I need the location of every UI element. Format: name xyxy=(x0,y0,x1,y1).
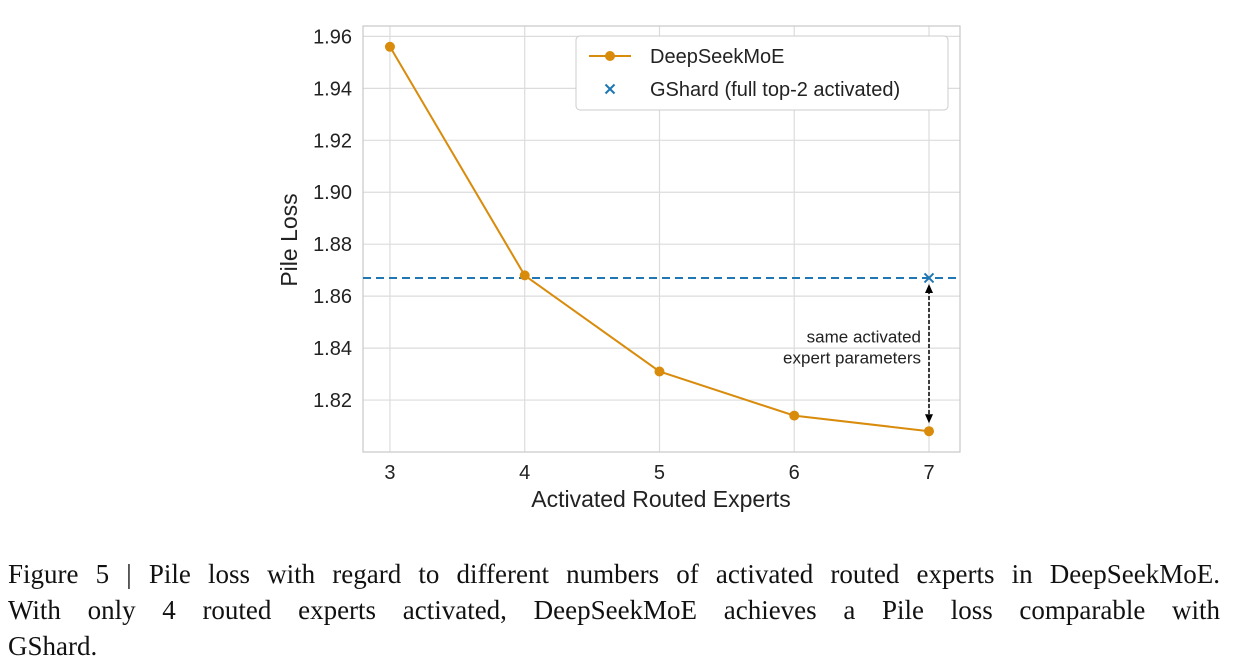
y-tick-1.90: 1.90 xyxy=(313,182,352,204)
legend-x-stroke-2 xyxy=(604,83,616,95)
annotation-line-1: same activated xyxy=(807,328,921,347)
y-tick-1.94: 1.94 xyxy=(313,78,352,100)
y-tick-1.84: 1.84 xyxy=(313,338,352,360)
x-axis-label: Activated Routed Experts xyxy=(531,486,791,512)
y-tick-1.96: 1.96 xyxy=(313,26,352,48)
gshard-point-x-marker xyxy=(923,272,935,284)
annotation-arrow xyxy=(925,283,934,424)
annotation-arrow-head-top xyxy=(925,283,934,293)
y-axis-label: Pile Loss xyxy=(276,193,302,286)
data-point-x5 xyxy=(654,366,665,377)
pile-loss-chart: 1.82 1.84 1.86 1.88 1.90 1.92 1.94 1.96 3 4 5 6 7 s… xyxy=(276,25,961,512)
x-tick-4: 4 xyxy=(519,462,530,484)
gshard-x-stroke-2 xyxy=(923,272,935,284)
legend-box xyxy=(575,35,949,111)
y-tick-1.88: 1.88 xyxy=(313,234,352,256)
caption-line-2: With only 4 routed experts activated, De… xyxy=(8,595,1220,625)
y-tick-1.82: 1.82 xyxy=(313,390,352,412)
caption-line-3: GShard. xyxy=(8,631,98,661)
annotation-line-2: expert parameters xyxy=(783,349,921,368)
x-tick-3: 3 xyxy=(384,462,395,484)
legend-gshard-x-marker xyxy=(604,83,616,95)
y-tick-1.86: 1.86 xyxy=(313,286,352,308)
legend: DeepSeekMoE GShard (full top-2 activated… xyxy=(575,35,949,111)
x-tick-labels: 3 4 5 6 7 xyxy=(384,462,934,484)
annotation-arrow-head-bottom xyxy=(925,414,934,424)
data-point-x4 xyxy=(519,270,530,281)
legend-deepseekmoe-marker xyxy=(605,51,615,61)
x-tick-7: 7 xyxy=(923,462,934,484)
deepseekmoe-points xyxy=(384,41,935,437)
data-point-x6 xyxy=(789,410,800,421)
y-tick-labels: 1.82 1.84 1.86 1.88 1.90 1.92 1.94 1.96 xyxy=(313,26,352,412)
y-tick-1.92: 1.92 xyxy=(313,130,352,152)
plot-frame xyxy=(362,25,961,453)
x-tick-5: 5 xyxy=(654,462,665,484)
figure-caption: Figure 5 | Pile loss with regard to diff… xyxy=(8,556,1220,664)
legend-gshard-label: GShard (full top-2 activated) xyxy=(650,79,900,101)
data-point-x7 xyxy=(924,426,935,437)
caption-line-1: Figure 5 | Pile loss with regard to diff… xyxy=(8,559,1220,589)
x-tick-6: 6 xyxy=(789,462,800,484)
data-point-x3 xyxy=(384,41,395,52)
legend-deepseekmoe-label: DeepSeekMoE xyxy=(650,46,785,68)
